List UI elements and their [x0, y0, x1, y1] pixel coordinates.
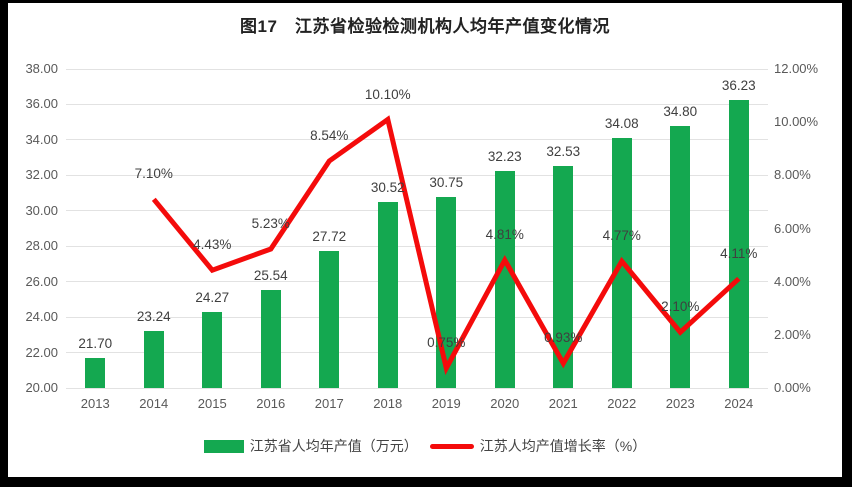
bar-value-label: 36.23 [721, 78, 756, 94]
line-value-label: 4.43% [193, 237, 232, 253]
y-axis-tick-left: 32.00 [25, 167, 58, 183]
legend-item-line: 江苏人均产值增长率（%） [429, 436, 647, 456]
bar-value-label: 25.54 [253, 267, 288, 283]
x-axis-tick: 2022 [607, 396, 637, 411]
y-axis-tick-left: 26.00 [25, 273, 58, 289]
bar-value-label: 23.24 [136, 308, 171, 324]
x-axis-tick: 2013 [80, 396, 110, 411]
bar [143, 330, 164, 388]
line-value-label: 8.54% [310, 127, 349, 143]
x-axis-tick: 2021 [548, 396, 578, 411]
line-value-label: 4.77% [602, 228, 641, 244]
bar-value-label: 34.80 [663, 103, 698, 119]
bar [260, 289, 281, 388]
gridline [66, 210, 768, 212]
x-axis-tick: 2018 [373, 396, 403, 411]
gridline [66, 139, 768, 141]
y-axis-tick-right: 8.00% [774, 167, 811, 183]
y-axis-tick-right: 6.00% [774, 220, 811, 236]
y-axis-tick-left: 24.00 [25, 309, 58, 325]
y-axis-tick-left: 36.00 [25, 96, 58, 112]
gridline [66, 387, 768, 389]
line-value-label: 2.10% [661, 299, 700, 315]
bar [728, 100, 749, 388]
line-value-label: 10.10% [364, 86, 411, 102]
legend-item-bar: 江苏省人均年产值（万元） [203, 436, 418, 456]
bar [553, 165, 574, 388]
gridline [66, 245, 768, 247]
bar-value-label: 27.72 [312, 229, 347, 245]
y-axis-tick-left: 28.00 [25, 238, 58, 254]
line-value-label: 4.11% [720, 245, 758, 261]
gridline [66, 281, 768, 283]
x-axis-tick: 2023 [665, 396, 695, 411]
bar [611, 138, 632, 388]
x-axis-tick: 2016 [256, 396, 286, 411]
x-axis-tick: 2019 [431, 396, 461, 411]
bar-series-label: 江苏省人均年产值（万元） [249, 438, 418, 454]
x-axis-tick: 2024 [724, 396, 754, 411]
x-axis-tick: 2020 [490, 396, 520, 411]
y-axis-tick-right: 10.00% [774, 114, 819, 130]
line-series-swatch [429, 443, 474, 449]
bar-value-label: 32.53 [546, 143, 581, 159]
y-axis-tick-left: 38.00 [25, 61, 58, 76]
y-axis-tick-left: 20.00 [25, 380, 58, 395]
y-axis-tick-right: 2.00% [774, 326, 811, 342]
bar [202, 312, 223, 388]
bar-value-label: 30.52 [370, 179, 405, 195]
bar [494, 171, 515, 388]
x-axis-tick: 2017 [314, 396, 344, 411]
gridline [66, 352, 768, 354]
bar-series-swatch [203, 439, 244, 453]
y-axis-tick-right: 4.00% [774, 273, 811, 289]
line-value-label: 0.93% [544, 330, 583, 346]
gridline [66, 68, 768, 70]
line-series-label: 江苏人均产值增长率（%） [479, 438, 647, 454]
bar [670, 125, 691, 388]
bar [436, 197, 457, 388]
bar [85, 357, 106, 388]
chart-title: 图17 江苏省检验检测机构人均年产值变化情况 [240, 17, 610, 36]
y-axis-tick-left: 34.00 [25, 131, 58, 147]
bar-value-label: 30.75 [429, 175, 464, 191]
y-axis-tick-right: 0.00% [774, 380, 811, 395]
line-value-label: 4.81% [485, 227, 524, 243]
bar [319, 251, 340, 388]
gridline [66, 103, 768, 105]
bar-value-label: 21.70 [78, 335, 113, 351]
x-axis-tick: 2014 [139, 396, 169, 411]
y-axis-tick-left: 22.00 [25, 344, 58, 360]
legend: 江苏省人均年产值（万元） 江苏人均产值增长率（%） [8, 436, 842, 456]
line-value-label: 7.10% [134, 166, 173, 182]
x-axis-tick: 2015 [197, 396, 227, 411]
bar [377, 201, 398, 388]
bar-value-label: 32.23 [487, 149, 522, 165]
bar-value-label: 34.08 [604, 116, 639, 132]
line-value-label: 5.23% [251, 215, 290, 231]
bar-value-label: 24.27 [195, 290, 230, 306]
line-value-label: 0.75% [427, 335, 466, 351]
y-axis-tick-right: 12.00% [774, 61, 819, 76]
y-axis-tick-left: 30.00 [25, 202, 58, 218]
